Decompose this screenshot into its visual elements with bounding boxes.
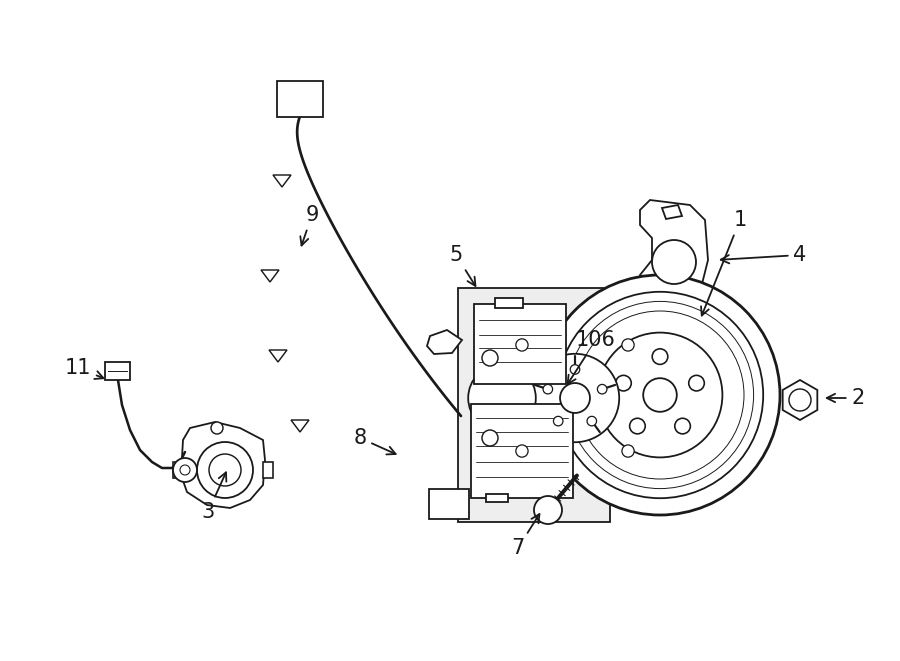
Circle shape [516, 339, 528, 351]
Text: 4: 4 [721, 245, 806, 265]
Polygon shape [427, 330, 462, 354]
Bar [495, 298, 523, 308]
Circle shape [482, 350, 498, 366]
FancyBboxPatch shape [429, 489, 469, 519]
Circle shape [587, 416, 597, 426]
FancyBboxPatch shape [471, 404, 573, 498]
Text: 106: 106 [568, 330, 616, 384]
Circle shape [652, 349, 668, 364]
Polygon shape [662, 205, 682, 219]
FancyBboxPatch shape [277, 81, 323, 117]
FancyBboxPatch shape [503, 326, 647, 470]
FancyBboxPatch shape [458, 288, 610, 522]
Circle shape [630, 418, 645, 434]
Polygon shape [263, 462, 273, 478]
Text: 2: 2 [827, 388, 865, 408]
Circle shape [482, 430, 498, 446]
Circle shape [652, 240, 696, 284]
Polygon shape [291, 420, 309, 432]
Text: 1: 1 [701, 210, 747, 315]
Circle shape [211, 422, 223, 434]
Text: 8: 8 [354, 428, 396, 454]
Circle shape [789, 389, 811, 411]
Circle shape [688, 375, 705, 391]
Polygon shape [261, 270, 279, 282]
Circle shape [197, 442, 253, 498]
Circle shape [554, 416, 563, 426]
Bar [486, 494, 508, 502]
Polygon shape [482, 333, 567, 463]
Circle shape [622, 339, 634, 351]
Circle shape [209, 454, 241, 486]
FancyBboxPatch shape [474, 304, 566, 384]
Circle shape [616, 375, 631, 391]
Polygon shape [173, 462, 183, 478]
Circle shape [531, 354, 619, 442]
Circle shape [598, 385, 607, 394]
Polygon shape [105, 362, 130, 380]
Circle shape [675, 418, 690, 434]
Circle shape [534, 496, 562, 524]
Polygon shape [269, 350, 287, 362]
Circle shape [540, 275, 780, 515]
Text: 9: 9 [301, 205, 319, 245]
Circle shape [516, 445, 528, 457]
Polygon shape [783, 380, 817, 420]
Polygon shape [640, 200, 708, 318]
Circle shape [173, 458, 197, 482]
Circle shape [571, 365, 580, 374]
Circle shape [622, 445, 634, 457]
Circle shape [543, 385, 553, 394]
Polygon shape [181, 422, 265, 508]
Circle shape [180, 465, 190, 475]
Text: 3: 3 [202, 473, 227, 522]
Circle shape [468, 364, 536, 432]
Text: 5: 5 [449, 245, 475, 286]
Circle shape [560, 383, 590, 413]
Polygon shape [273, 175, 291, 187]
Text: 7: 7 [511, 514, 539, 558]
Text: 11: 11 [65, 358, 104, 379]
Circle shape [644, 378, 677, 412]
